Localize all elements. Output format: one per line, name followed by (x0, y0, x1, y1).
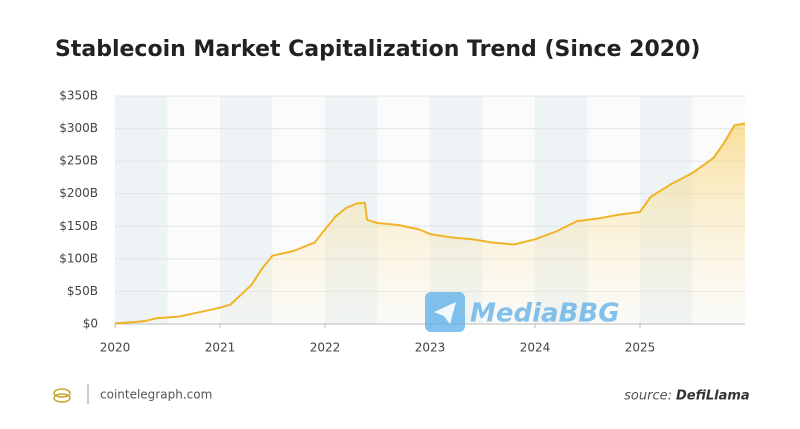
line (114, 122, 746, 325)
y-tick-label: $0 (83, 317, 98, 331)
plot-band (115, 96, 168, 324)
y-tick-label: $350B (59, 89, 98, 103)
plot-band (167, 96, 220, 324)
y-tick-label: $50B (67, 284, 98, 298)
y-tick-label: $200B (59, 186, 98, 200)
watermark-glyph (434, 302, 456, 324)
source: DefiLlama (676, 389, 750, 404)
area (115, 123, 745, 325)
x-tick-label: 2022 (310, 341, 341, 355)
logo (53, 384, 89, 404)
x-tick-label: 2021 (205, 341, 236, 355)
brand: cointelegraph.com (100, 388, 212, 402)
y-tick-label: $100B (59, 251, 98, 265)
watermark: MediaBBG (470, 299, 620, 329)
y-tick-label: $250B (59, 154, 98, 168)
x-tick-label: 2025 (625, 341, 656, 355)
x-tick-label: 2020 (100, 341, 131, 355)
y-tick-label: $300B (59, 121, 98, 135)
chart-title: Stablecoin Market Capitalization Trend (… (55, 37, 700, 62)
x-tick-label: 2024 (520, 341, 551, 355)
y-tick-label: $150B (59, 219, 98, 233)
source-label: source: (624, 389, 672, 404)
x-tick-label: 2023 (415, 341, 446, 355)
